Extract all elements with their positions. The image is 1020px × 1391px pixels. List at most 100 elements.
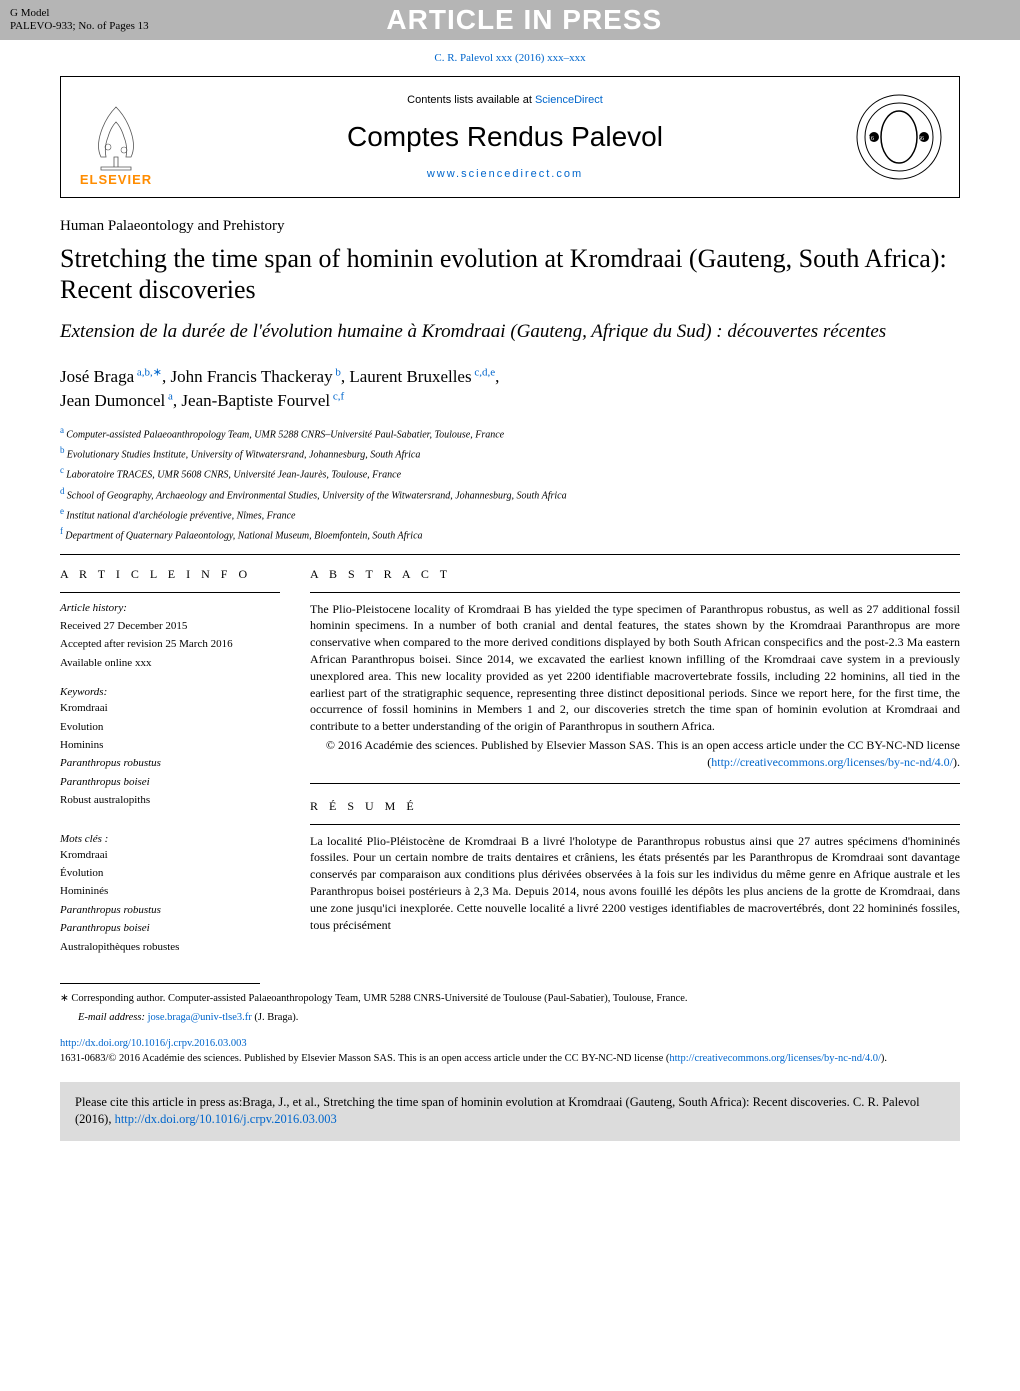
journal-title: Comptes Rendus Palevol: [171, 121, 839, 153]
mot-cle: Évolution: [60, 866, 280, 881]
email-line: E-mail address: jose.braga@univ-tlse3.fr…: [60, 1011, 960, 1026]
citation-text[interactable]: C. R. Palevol xxx (2016) xxx–xxx: [434, 52, 585, 64]
author-affiliation-sup: c,f: [330, 390, 344, 402]
available-date: Available online xxx: [60, 656, 280, 671]
svg-text:ACADÉMIE DES SCIENCES: ACADÉMIE DES SCIENCES: [854, 92, 916, 94]
email-author: (J. Braga).: [252, 1012, 299, 1023]
affiliation: c Laboratoire TRACES, UMR 5608 CNRS, Uni…: [60, 465, 960, 480]
authors-list: José Braga a,b,∗, John Francis Thackeray…: [60, 365, 960, 413]
author: Laurent Bruxelles: [349, 367, 471, 386]
article-status-bar: G Model PALEVO-933; No. of Pages 13 ARTI…: [0, 0, 1020, 40]
doi-license-link[interactable]: http://creativecommons.org/licenses/by-n…: [669, 1053, 881, 1064]
in-press-banner: ARTICLE IN PRESS: [149, 4, 900, 36]
keyword: Robust australopiths: [60, 793, 280, 808]
divider: [60, 554, 960, 555]
author: Jean Dumoncel: [60, 391, 165, 410]
footnote-section: ∗ Corresponding author. Computer-assiste…: [0, 983, 1020, 1025]
mot-cle: Paranthropus boisei: [60, 921, 280, 936]
article-title-french: Extension de la durée de l'évolution hum…: [60, 320, 960, 345]
resume-heading: R É S U M É: [310, 799, 960, 814]
keywords-english: Kromdraai Evolution Hominins Paranthropus r…: [60, 701, 280, 808]
keyword: Evolution: [60, 720, 280, 735]
resume-text: La localité Plio-Pléistocène de Kromdraa…: [310, 833, 960, 934]
contents-prefix: Contents lists available at: [407, 94, 535, 106]
keyword: Hominins: [60, 738, 280, 753]
citation-line: C. R. Palevol xxx (2016) xxx–xxx: [0, 40, 1020, 76]
keyword: Paranthropus boisei: [60, 775, 280, 790]
keywords-french: Kromdraai Évolution Homininés Paranthropus …: [60, 848, 280, 955]
elsevier-logo: ELSEVIER: [76, 87, 156, 187]
info-abstract-row: A R T I C L E I N F O Article history: R…: [60, 567, 960, 833]
author-affiliation-sup: b: [333, 366, 341, 378]
svg-text:66: 66: [918, 136, 924, 142]
affiliation: e Institut national d'archéologie préven…: [60, 506, 960, 521]
gmodel-pages: PALEVO-933; No. of Pages 13: [10, 20, 149, 33]
doi-section: http://dx.doi.org/10.1016/j.crpv.2016.03…: [0, 1037, 1020, 1066]
abstract-copyright: © 2016 Académie des sciences. Published …: [310, 737, 960, 771]
contents-line: Contents lists available at ScienceDirec…: [171, 94, 839, 106]
elsevier-tree-icon: [86, 102, 146, 172]
affiliation-sup: e: [60, 506, 66, 516]
copyright-end: ).: [953, 755, 960, 769]
mot-cle: Kromdraai: [60, 848, 280, 863]
affiliation-sup: b: [60, 445, 67, 455]
doi-copyright: 1631-0683/© 2016 Académie des sciences. …: [60, 1052, 960, 1067]
author: John Francis Thackeray: [170, 367, 332, 386]
doi-copyright-end: ).: [881, 1053, 887, 1064]
mot-cle: Australopithèques robustes: [60, 940, 280, 955]
mot-cle: Paranthropus robustus: [60, 903, 280, 918]
author: Jean-Baptiste Fourvel: [181, 391, 330, 410]
author-affiliation-sup: a: [165, 390, 173, 402]
footnote-divider: [60, 983, 260, 984]
gmodel-ref: G Model PALEVO-933; No. of Pages 13: [10, 7, 149, 33]
received-date: Received 27 December 2015: [60, 619, 280, 634]
divider: [60, 592, 280, 593]
motscles-label: Mots clés :: [60, 833, 280, 845]
affiliation-sup: d: [60, 486, 67, 496]
corresponding-author: ∗ Corresponding author. Computer-assiste…: [60, 992, 960, 1007]
affiliation-sup: c: [60, 465, 66, 475]
journal-url[interactable]: www.sciencedirect.com: [171, 168, 839, 180]
history-label: Article history:: [60, 601, 280, 616]
mot-cle: Homininés: [60, 884, 280, 899]
divider: [310, 824, 960, 825]
divider: [310, 783, 960, 784]
motscles-column: Mots clés : Kromdraai Évolution Homininés P…: [60, 833, 280, 958]
affiliation: a Computer-assisted Palaeoanthropology T…: [60, 425, 960, 440]
email-label: E-mail address:: [78, 1012, 148, 1023]
resume-column: La localité Plio-Pléistocène de Kromdraa…: [310, 833, 960, 958]
abstract-heading: A B S T R A C T: [310, 567, 960, 582]
email-link[interactable]: jose.braga@univ-tlse3.fr: [148, 1012, 252, 1023]
cite-doi-link[interactable]: http://dx.doi.org/10.1016/j.crpv.2016.03…: [115, 1112, 337, 1126]
please-cite-box: Please cite this article in press as:Bra…: [60, 1082, 960, 1141]
affiliation: f Department of Quaternary Palaeontology…: [60, 526, 960, 541]
affiliations-list: a Computer-assisted Palaeoanthropology T…: [60, 425, 960, 542]
keyword: Paranthropus robustus: [60, 756, 280, 771]
gmodel-label: G Model: [10, 7, 149, 20]
article-info-heading: A R T I C L E I N F O: [60, 567, 280, 582]
svg-text:16: 16: [868, 136, 874, 142]
affiliation: b Evolutionary Studies Institute, Univer…: [60, 445, 960, 460]
academie-logo-icon: 16 66 ACADÉMIE DES SCIENCES: [854, 92, 944, 182]
author-affiliation-sup: a,b,∗: [134, 366, 162, 378]
author: José Braga: [60, 367, 134, 386]
accepted-date: Accepted after revision 25 March 2016: [60, 637, 280, 652]
article-title-english: Stretching the time span of hominin evol…: [60, 243, 960, 305]
header-center: Contents lists available at ScienceDirec…: [171, 94, 839, 180]
article-info-column: A R T I C L E I N F O Article history: R…: [60, 567, 280, 833]
keyword: Kromdraai: [60, 701, 280, 716]
affiliation-sup: f: [60, 526, 65, 536]
abstract-column: A B S T R A C T The Plio-Pleistocene loc…: [310, 567, 960, 833]
motscles-resume-row: Mots clés : Kromdraai Évolution Homininés P…: [60, 833, 960, 958]
license-link[interactable]: http://creativecommons.org/licenses/by-n…: [711, 755, 953, 769]
divider: [310, 592, 960, 593]
doi-copyright-text: 1631-0683/© 2016 Académie des sciences. …: [60, 1053, 669, 1064]
article-category: Human Palaeontology and Prehistory: [60, 218, 960, 235]
journal-header-box: ELSEVIER Contents lists available at Sci…: [60, 76, 960, 198]
author-affiliation-sup: c,d,e: [472, 366, 496, 378]
doi-link[interactable]: http://dx.doi.org/10.1016/j.crpv.2016.03…: [60, 1037, 960, 1052]
elsevier-text: ELSEVIER: [80, 172, 152, 187]
keywords-label: Keywords:: [60, 686, 280, 698]
affiliation: d School of Geography, Archaeology and E…: [60, 486, 960, 501]
sciencedirect-link[interactable]: ScienceDirect: [535, 94, 603, 106]
